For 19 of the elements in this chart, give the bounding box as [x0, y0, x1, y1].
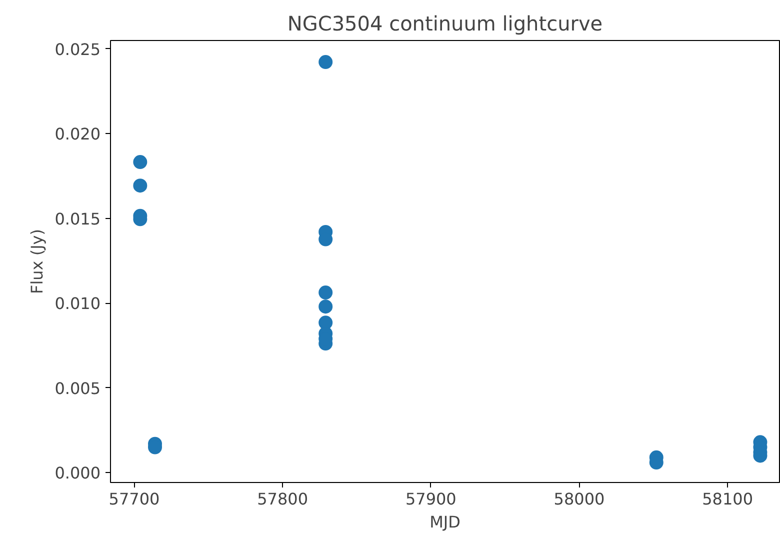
y-tick-label: 0.000 — [54, 464, 101, 483]
y-tick-label: 0.025 — [54, 40, 101, 59]
y-tick-label: 0.005 — [54, 378, 101, 398]
point — [133, 178, 148, 193]
point — [133, 155, 148, 170]
x-tick-label: 57800 — [257, 490, 308, 508]
chart-title: NGC3504 continuum lightcurve — [287, 12, 603, 36]
point — [318, 55, 333, 70]
point — [318, 300, 333, 314]
point — [318, 286, 333, 300]
y-tick-label: 0.015 — [54, 209, 101, 228]
x-tick-label: 57900 — [405, 490, 456, 508]
x-axis-title: MJD — [430, 512, 460, 532]
x-tick-label: 58000 — [554, 490, 605, 508]
x-tick-label: 57700 — [108, 490, 160, 508]
y-axis-title: Flux (Jy) — [28, 228, 47, 294]
x-tick-label: 58100 — [702, 490, 754, 508]
y-tick-label: 0.010 — [54, 294, 101, 314]
y-tick-label: 0.020 — [54, 124, 101, 144]
